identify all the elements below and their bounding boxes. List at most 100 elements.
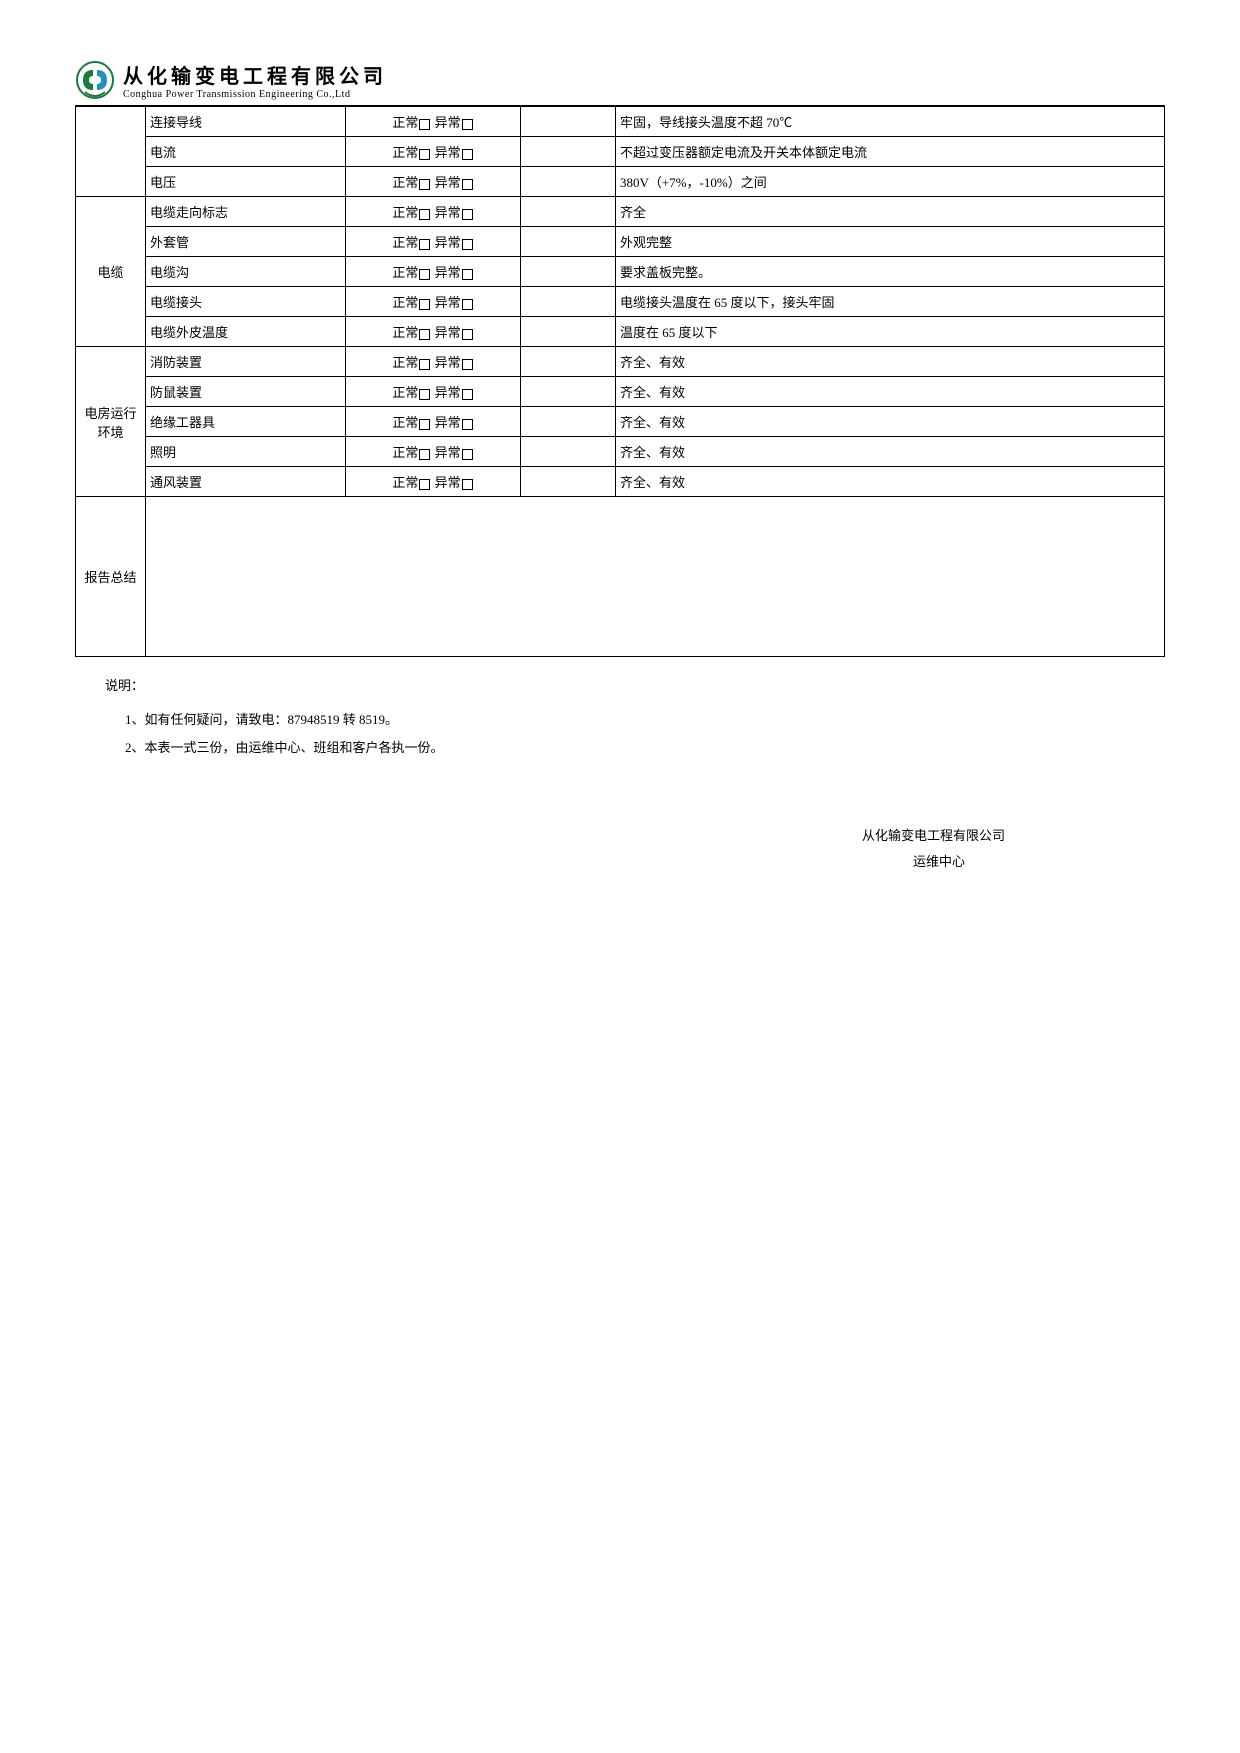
table-row: 电压正常 异常 380V（+7%，-10%）之间: [76, 167, 1165, 197]
abnormal-checkbox[interactable]: [462, 119, 473, 130]
abnormal-checkbox[interactable]: [462, 389, 473, 400]
blank-cell: [521, 197, 616, 227]
summary-content-cell: [146, 497, 1165, 657]
normal-checkbox[interactable]: [419, 479, 430, 490]
footer-company: 从化输变电工程有限公司: [75, 823, 1005, 849]
abnormal-checkbox[interactable]: [462, 239, 473, 250]
status-cell: 正常 异常: [346, 197, 521, 227]
standard-cell: 温度在 65 度以下: [616, 317, 1165, 347]
blank-cell: [521, 287, 616, 317]
notes-title: 说明：: [105, 672, 1165, 701]
footer-section: 从化输变电工程有限公司 运维中心: [75, 823, 1165, 875]
abnormal-checkbox[interactable]: [462, 149, 473, 160]
category-cell: [76, 107, 146, 197]
table-row: 电缆接头正常 异常电缆接头温度在 65 度以下，接头牢固: [76, 287, 1165, 317]
standard-cell: 齐全、有效: [616, 347, 1165, 377]
abnormal-checkbox[interactable]: [462, 179, 473, 190]
summary-row: 报告总结: [76, 497, 1165, 657]
standard-cell: 齐全、有效: [616, 377, 1165, 407]
normal-checkbox[interactable]: [419, 209, 430, 220]
inspection-table: 连接导线正常 异常牢固，导线接头温度不超 70℃电流正常 异常不超过变压器额定电…: [75, 106, 1165, 657]
normal-checkbox[interactable]: [419, 149, 430, 160]
item-cell: 消防装置: [146, 347, 346, 377]
category-cell: 电缆: [76, 197, 146, 347]
abnormal-checkbox[interactable]: [462, 449, 473, 460]
standard-cell: 齐全、有效: [616, 467, 1165, 497]
item-cell: 电缆沟: [146, 257, 346, 287]
standard-cell: 380V（+7%，-10%）之间: [616, 167, 1165, 197]
normal-checkbox[interactable]: [419, 299, 430, 310]
table-row: 电缆电缆走向标志正常 异常齐全: [76, 197, 1165, 227]
abnormal-checkbox[interactable]: [462, 209, 473, 220]
standard-cell: 齐全、有效: [616, 437, 1165, 467]
normal-checkbox[interactable]: [419, 179, 430, 190]
item-cell: 通风装置: [146, 467, 346, 497]
normal-checkbox[interactable]: [419, 269, 430, 280]
standard-cell: 要求盖板完整。: [616, 257, 1165, 287]
table-row: 电缆外皮温度正常 异常温度在 65 度以下: [76, 317, 1165, 347]
standard-cell: 齐全、有效: [616, 407, 1165, 437]
standard-cell: 电缆接头温度在 65 度以下，接头牢固: [616, 287, 1165, 317]
category-cell: 电房运行环境: [76, 347, 146, 497]
standard-cell: 不超过变压器额定电流及开关本体额定电流: [616, 137, 1165, 167]
footer-department: 运维中心: [75, 849, 1005, 875]
blank-cell: [521, 467, 616, 497]
status-cell: 正常 异常: [346, 407, 521, 437]
standard-cell: 牢固，导线接头温度不超 70℃: [616, 107, 1165, 137]
status-cell: 正常 异常: [346, 467, 521, 497]
abnormal-checkbox[interactable]: [462, 269, 473, 280]
normal-checkbox[interactable]: [419, 389, 430, 400]
item-cell: 防鼠装置: [146, 377, 346, 407]
page-header: 从化输变电工程有限公司 Conghua Power Transmission E…: [75, 60, 1165, 100]
status-cell: 正常 异常: [346, 437, 521, 467]
item-cell: 外套管: [146, 227, 346, 257]
standard-cell: 齐全: [616, 197, 1165, 227]
abnormal-checkbox[interactable]: [462, 329, 473, 340]
blank-cell: [521, 377, 616, 407]
table-row: 通风装置正常 异常 齐全、有效: [76, 467, 1165, 497]
status-cell: 正常 异常: [346, 377, 521, 407]
table-row: 外套管正常 异常 外观完整: [76, 227, 1165, 257]
blank-cell: [521, 137, 616, 167]
abnormal-checkbox[interactable]: [462, 419, 473, 430]
normal-checkbox[interactable]: [419, 419, 430, 430]
table-row: 电缆沟正常 异常 要求盖板完整。: [76, 257, 1165, 287]
normal-checkbox[interactable]: [419, 239, 430, 250]
table-row: 防鼠装置正常 异常 齐全、有效: [76, 377, 1165, 407]
status-cell: 正常 异常: [346, 137, 521, 167]
blank-cell: [521, 347, 616, 377]
item-cell: 连接导线: [146, 107, 346, 137]
summary-label-cell: 报告总结: [76, 497, 146, 657]
item-cell: 照明: [146, 437, 346, 467]
company-name-en: Conghua Power Transmission Engineering C…: [123, 89, 387, 100]
normal-checkbox[interactable]: [419, 359, 430, 370]
abnormal-checkbox[interactable]: [462, 479, 473, 490]
company-logo: [75, 60, 115, 100]
standard-cell: 外观完整: [616, 227, 1165, 257]
abnormal-checkbox[interactable]: [462, 359, 473, 370]
blank-cell: [521, 317, 616, 347]
blank-cell: [521, 167, 616, 197]
company-title-block: 从化输变电工程有限公司 Conghua Power Transmission E…: [123, 60, 387, 100]
blank-cell: [521, 257, 616, 287]
item-cell: 电压: [146, 167, 346, 197]
status-cell: 正常 异常: [346, 227, 521, 257]
blank-cell: [521, 227, 616, 257]
blank-cell: [521, 407, 616, 437]
item-cell: 电缆走向标志: [146, 197, 346, 227]
notes-section: 说明： 1、如有任何疑问，请致电：87948519 转 8519。 2、本表一式…: [75, 672, 1165, 763]
blank-cell: [521, 437, 616, 467]
table-row: 电房运行环境消防装置正常 异常齐全、有效: [76, 347, 1165, 377]
status-cell: 正常 异常: [346, 317, 521, 347]
status-cell: 正常 异常: [346, 287, 521, 317]
normal-checkbox[interactable]: [419, 449, 430, 460]
table-row: 电流正常 异常不超过变压器额定电流及开关本体额定电流: [76, 137, 1165, 167]
abnormal-checkbox[interactable]: [462, 299, 473, 310]
table-row: 照明正常 异常 齐全、有效: [76, 437, 1165, 467]
normal-checkbox[interactable]: [419, 329, 430, 340]
normal-checkbox[interactable]: [419, 119, 430, 130]
status-cell: 正常 异常: [346, 167, 521, 197]
item-cell: 绝缘工器具: [146, 407, 346, 437]
notes-item-2: 2、本表一式三份，由运维中心、班组和客户各执一份。: [105, 734, 1165, 763]
status-cell: 正常 异常: [346, 257, 521, 287]
